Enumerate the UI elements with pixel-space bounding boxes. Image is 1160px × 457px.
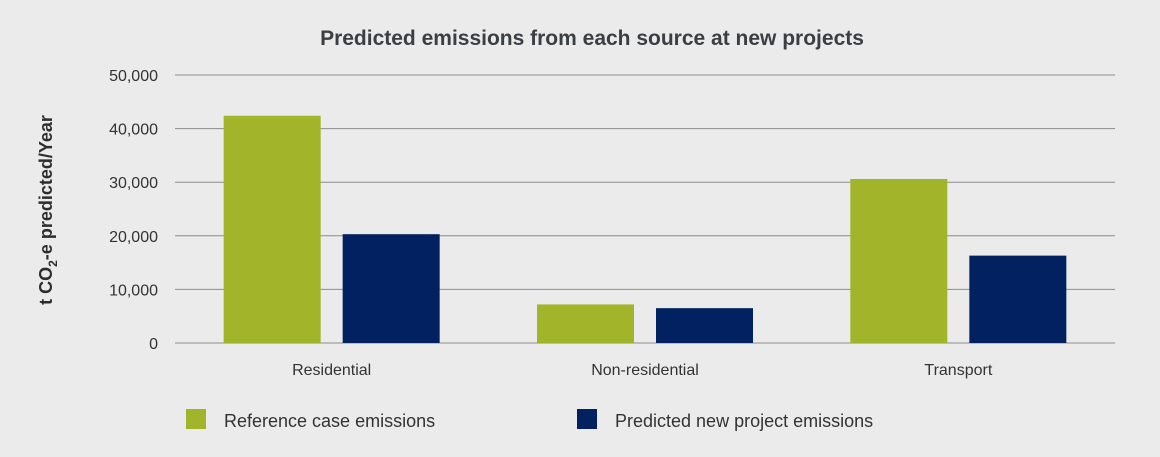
legend-swatch: [186, 409, 206, 429]
y-tick-label: 20,000: [109, 229, 158, 246]
legend: Reference case emissions Predicted new pr…: [186, 409, 873, 431]
x-category-label: Transport: [924, 362, 992, 379]
legend-label: Reference case emissions: [224, 411, 435, 431]
bars: [223, 115, 1067, 344]
y-axis-label-sub: 2: [46, 260, 60, 267]
bar-residential-series-1: [223, 115, 321, 344]
bar-transport-series-1: [850, 178, 948, 343]
x-category-label: Residential: [292, 362, 371, 379]
y-tick-labels: 0 10,000 20,000 30,000 40,000 50,000: [109, 68, 158, 353]
y-tick-label: 30,000: [109, 175, 158, 192]
chart-title: Predicted emissions from each source at …: [320, 27, 864, 50]
y-axis-label: t CO2-e predicted/Year: [36, 115, 60, 305]
x-category-label: Non-residential: [591, 362, 699, 379]
y-axis-label-post: -e predicted/Year: [36, 115, 56, 260]
y-tick-label: 0: [149, 336, 158, 353]
bar-transport-series-2: [969, 255, 1067, 343]
y-tick-label: 10,000: [109, 282, 158, 299]
category-labels: Residential Non-residential Transport: [292, 362, 993, 379]
bar-residential-series-2: [342, 234, 440, 343]
y-axis-label-pre: t CO: [36, 267, 56, 305]
y-tick-label: 50,000: [109, 68, 158, 85]
bar-non-residential-series-2: [656, 308, 753, 343]
grid-layer: [175, 74, 1115, 344]
bar-non-residential-series-1: [537, 304, 634, 343]
y-tick-label: 40,000: [109, 122, 158, 139]
legend-swatch: [577, 409, 597, 429]
legend-label: Predicted new project emissions: [615, 411, 873, 431]
